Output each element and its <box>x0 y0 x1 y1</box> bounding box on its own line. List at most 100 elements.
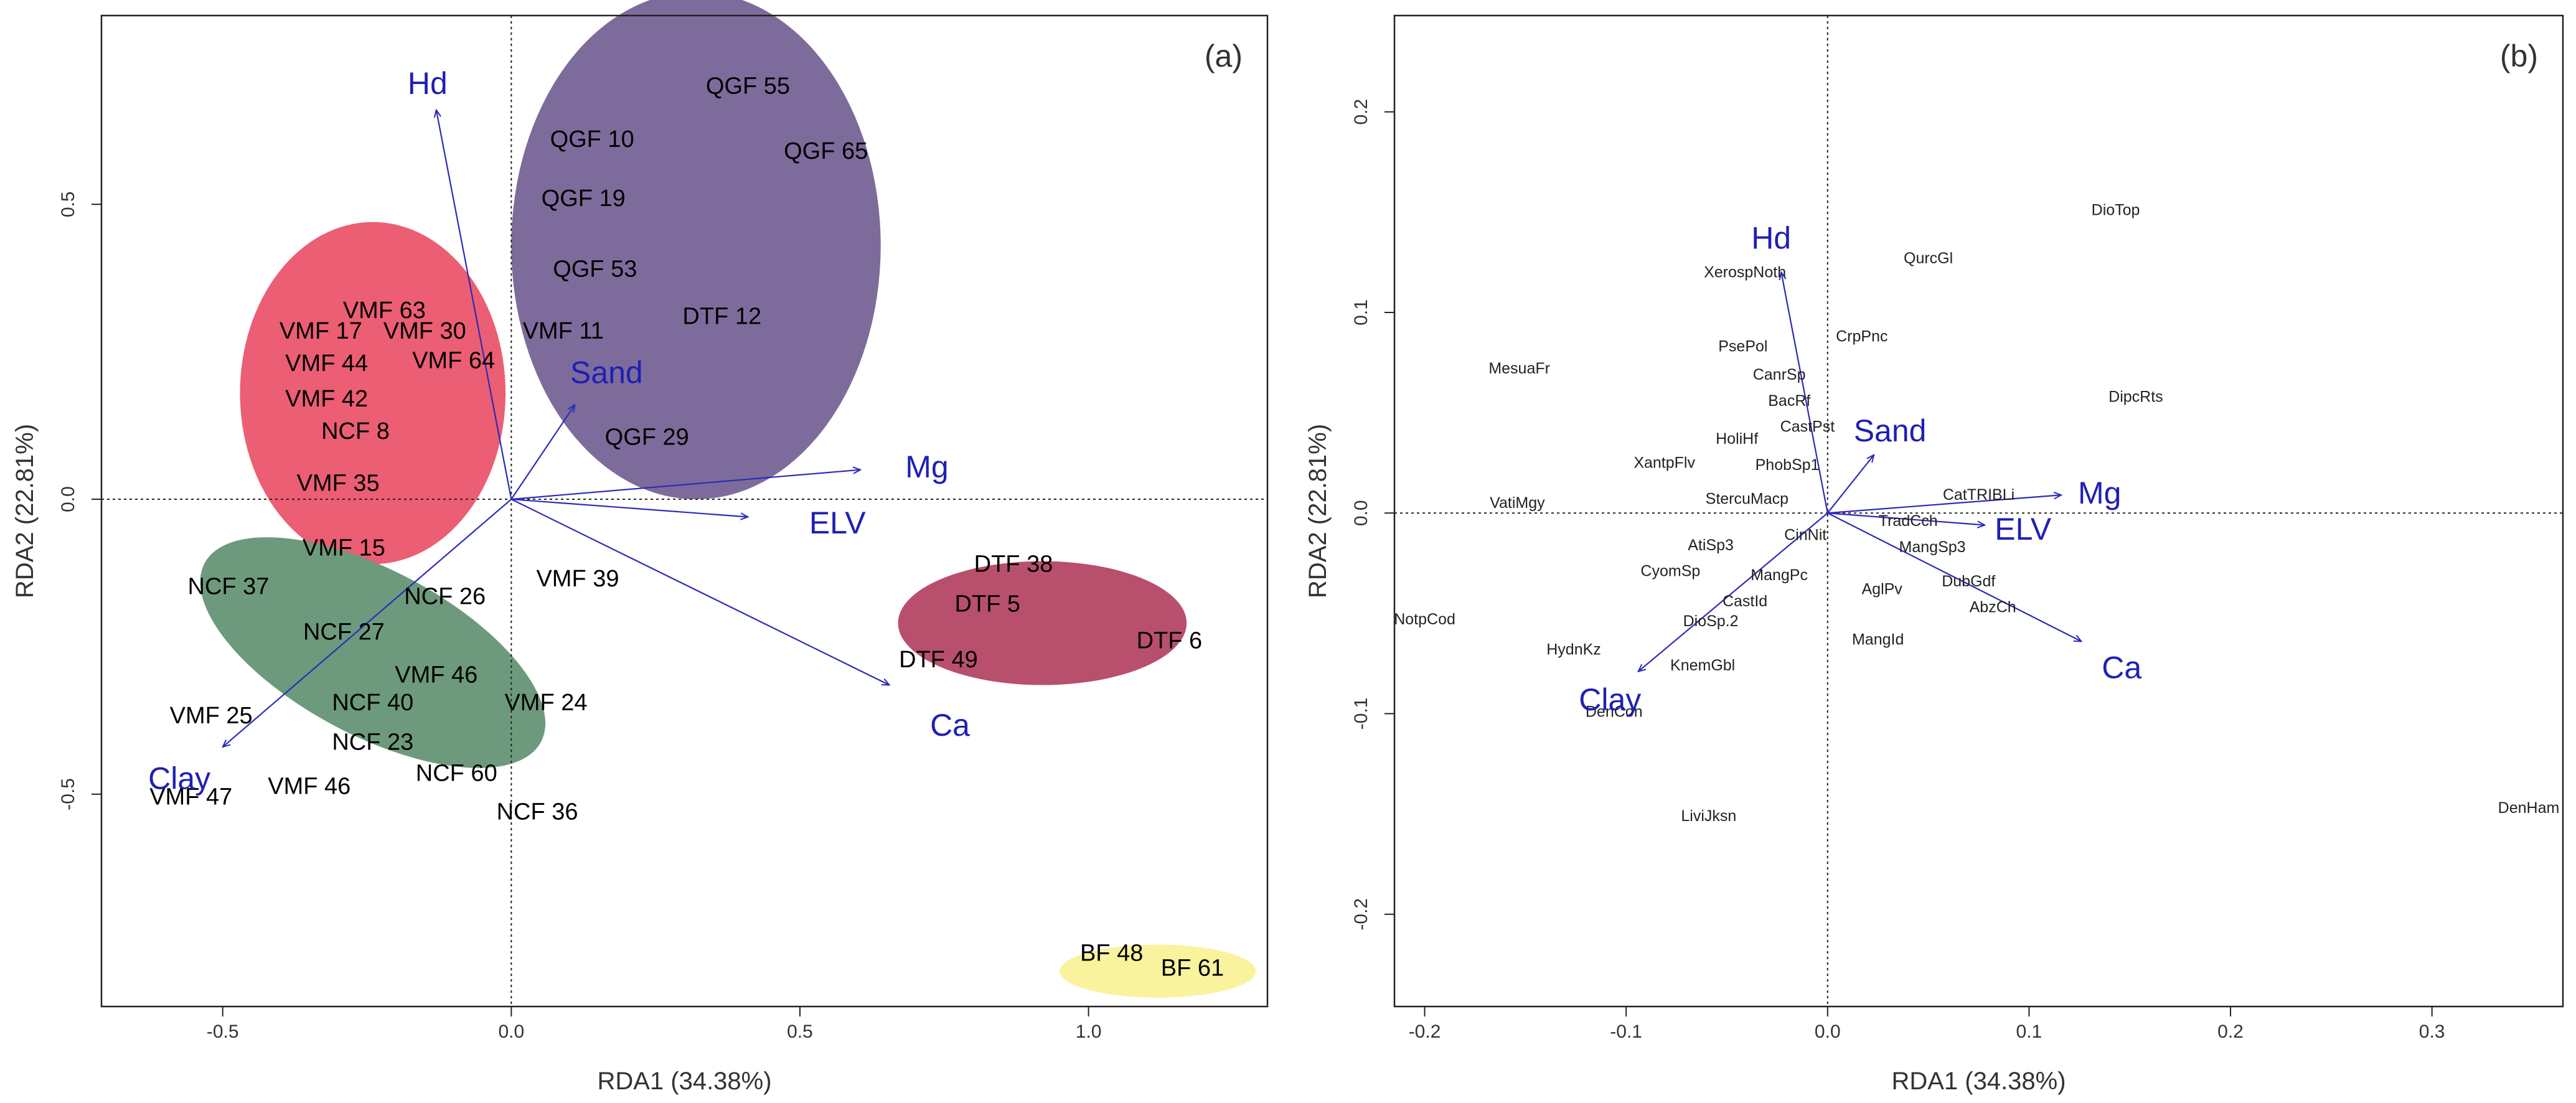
site-label: DTF 12 <box>682 303 761 329</box>
site-label: NCF 37 <box>188 573 270 599</box>
species-label: CastPst <box>1780 418 1835 436</box>
species-label: CanrSp <box>1753 366 1806 383</box>
site-label: BF 48 <box>1080 941 1143 967</box>
species-label: CrpPnc <box>1836 328 1887 345</box>
x-tick-label: 1.0 <box>1076 1021 1102 1042</box>
species-label: DenCon <box>1586 703 1643 720</box>
species-label: LiviJksn <box>1681 807 1736 825</box>
ellipse-qgf <box>511 0 881 499</box>
x-tick-label: -0.2 <box>1409 1021 1441 1042</box>
species-label: NotpCod <box>1394 611 1455 628</box>
site-label: VMF 15 <box>303 535 385 561</box>
species-label: KnemGbl <box>1670 657 1735 674</box>
panel-a: QGF 55 QGF 10 QGF 65 QGF 19 QGF 53 DTF 12 VMF … <box>11 0 1269 1095</box>
species-label: QurcGl <box>1904 250 1953 267</box>
site-label: NCF 23 <box>332 729 413 755</box>
site-label: DTF 6 <box>1137 627 1203 654</box>
site-label: QGF 10 <box>550 126 634 153</box>
site-label: QGF 19 <box>542 185 626 212</box>
x-tick-label: 0.1 <box>2016 1021 2042 1042</box>
species-label: CinNit <box>1784 527 1826 544</box>
site-label: QGF 55 <box>706 73 790 100</box>
vector-arrow-hd <box>1781 273 1828 514</box>
y-tick-label: -0.1 <box>1351 698 1371 730</box>
vector-label-elv: ELV <box>1995 512 2051 547</box>
species-label: VatiMgy <box>1490 494 1545 512</box>
vector-label-clay: Clay <box>148 761 210 796</box>
site-label: QGF 29 <box>605 425 689 451</box>
species-label: TradCch <box>1879 512 1938 530</box>
vector-label-sand: Sand <box>570 355 643 390</box>
panel-b: DioTop QurcGl XerospNoth CrpPnc PsePol MesuaF… <box>1304 14 2564 1095</box>
site-label: VMF 39 <box>536 566 619 592</box>
site-label: NCF 8 <box>321 418 390 444</box>
vector-arrow-clay <box>223 499 512 747</box>
species-label: PsePol <box>1718 338 1767 355</box>
species-label: BacRf <box>1768 392 1810 410</box>
species-label: AbzCh <box>1970 599 2016 616</box>
site-label: VMF 24 <box>504 690 587 716</box>
site-label: DTF 49 <box>899 647 978 673</box>
species-label: AtiSp3 <box>1688 537 1734 554</box>
vector-label-hd: Hd <box>408 66 448 101</box>
y-tick-label: 0.2 <box>1351 99 1371 125</box>
vector-arrow-sand <box>510 405 575 500</box>
vector-arrow-elv <box>1827 512 1985 525</box>
y-tick-label: 0.0 <box>58 486 78 512</box>
species-label: CyomSp <box>1640 563 1700 580</box>
site-label: NCF 26 <box>404 583 486 609</box>
site-label: VMF 25 <box>170 703 253 729</box>
species-label: XerospNoth <box>1704 264 1786 281</box>
ellipse-vmf <box>240 222 506 565</box>
vector-label-sand: Sand <box>1854 413 1927 448</box>
vector-arrow-ca <box>510 499 889 685</box>
x-tick-label: 0.0 <box>1815 1021 1841 1042</box>
y-axis-title: RDA2 (22.81%) <box>11 424 39 598</box>
y-axis-title: RDA2 (22.81%) <box>1304 424 1332 598</box>
species-label: CastId <box>1723 593 1767 610</box>
x-tick-label: 0.2 <box>2217 1021 2244 1042</box>
species-label: MangPc <box>1751 566 1808 584</box>
species-label: DenHam <box>2498 799 2560 817</box>
species-label: MangSp3 <box>1899 538 1966 556</box>
x-axis-title: RDA1 (34.38%) <box>1891 1068 2066 1095</box>
species-label: AglPv <box>1862 581 1903 598</box>
panel-label: (b) <box>2500 39 2538 73</box>
species-label: MesuaFr <box>1488 360 1550 377</box>
vector-arrow-mg <box>511 470 860 500</box>
plot-frame <box>1393 14 2564 1008</box>
site-label: NCF 36 <box>497 799 578 825</box>
site-label: VMF 30 <box>383 318 466 344</box>
vector-label-mg: Mg <box>905 449 948 484</box>
site-label: DTF 5 <box>955 591 1021 617</box>
site-label: VMF 46 <box>268 774 350 800</box>
site-label: VMF 44 <box>285 350 368 377</box>
site-label: VMF 11 <box>523 318 604 344</box>
site-label: BF 61 <box>1161 955 1224 981</box>
vector-label-clay: Clay <box>1579 682 1641 717</box>
x-tick-label: 0.0 <box>498 1021 524 1042</box>
x-tick-label: 0.3 <box>2419 1021 2445 1042</box>
species-label: StercuMacp <box>1706 490 1789 508</box>
site-label: QGF 53 <box>553 256 637 282</box>
vector-label-elv: ELV <box>809 505 866 540</box>
y-tick-label: 0.0 <box>1351 500 1371 526</box>
site-label: NCF 60 <box>416 761 497 787</box>
site-label: VMF 64 <box>412 347 495 373</box>
panel-label: (a) <box>1205 39 1243 73</box>
species-label: PhobSp1 <box>1756 456 1820 474</box>
vector-arrow-ca <box>1827 512 2082 641</box>
species-label: DioTop <box>2092 202 2140 219</box>
species-label: DipcRts <box>2108 388 2163 405</box>
site-label: VMF 63 <box>343 298 426 324</box>
site-label: DTF 38 <box>974 551 1053 577</box>
vector-arrow-hd <box>436 110 512 500</box>
vector-arrow-mg <box>1827 495 2061 514</box>
vector-label-hd: Hd <box>1751 221 1791 256</box>
vector-label-ca: Ca <box>2102 650 2141 685</box>
site-label: VMF 17 <box>280 318 362 344</box>
site-label: VMF 42 <box>285 386 368 412</box>
species-label: HydnKz <box>1546 641 1601 658</box>
ellipse-ncf <box>200 537 546 768</box>
x-tick-label: -0.1 <box>1610 1021 1642 1042</box>
